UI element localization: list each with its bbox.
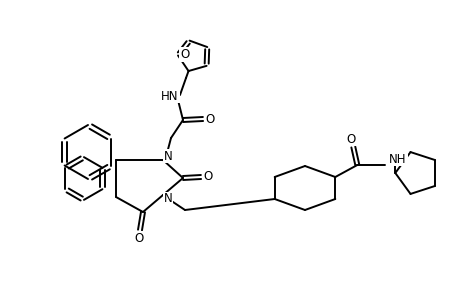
Text: HN: HN: [161, 89, 179, 103]
Text: O: O: [346, 133, 355, 146]
Text: O: O: [180, 48, 189, 61]
Text: O: O: [134, 232, 143, 244]
Text: N: N: [163, 149, 172, 163]
Text: N: N: [163, 193, 172, 206]
Text: NH: NH: [388, 152, 406, 166]
Text: O: O: [203, 169, 212, 182]
Text: O: O: [205, 112, 214, 125]
